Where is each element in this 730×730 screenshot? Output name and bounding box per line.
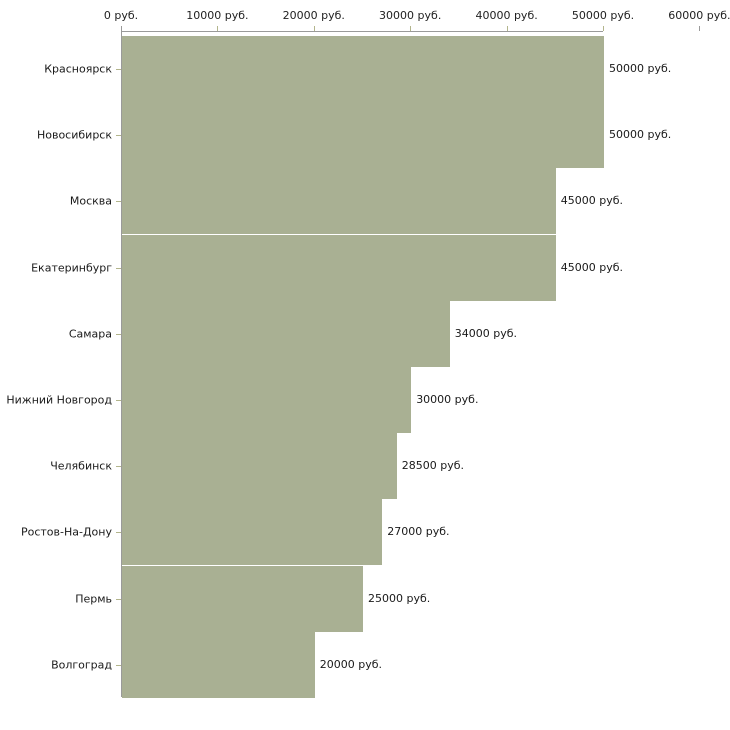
x-axis-tick-mark (410, 26, 411, 31)
y-axis-tick-mark (116, 201, 121, 202)
category-label: Москва (69, 194, 112, 208)
category-label: Челябинск (50, 459, 112, 473)
bar-row: Самара 34000 руб. (0, 300, 730, 367)
x-axis-tick-mark (217, 26, 218, 31)
bar-value-label: 30000 руб. (416, 393, 479, 406)
bar[interactable] (122, 300, 450, 367)
category-label: Екатеринбург (31, 261, 112, 275)
bar[interactable] (122, 499, 383, 566)
y-axis-tick-mark (116, 268, 121, 269)
y-axis-line (121, 31, 122, 697)
y-axis-tick-mark (116, 334, 121, 335)
category-label: Новосибирск (36, 128, 112, 142)
y-axis-tick-mark (116, 135, 121, 136)
category-label: Самара (68, 327, 112, 341)
bar[interactable] (122, 234, 556, 301)
bar-row: Екатеринбург 45000 руб. (0, 234, 730, 301)
x-axis-tick-mark (121, 26, 122, 31)
bar-row: Пермь 25000 руб. (0, 565, 730, 632)
category-label: Красноярск (44, 62, 112, 76)
x-axis-tick-label: 60000 руб. (668, 9, 730, 22)
bar-row: Красноярск 50000 руб. (0, 36, 730, 102)
category-label: Пермь (75, 592, 112, 606)
bar-row: Ростов-На-Дону 27000 руб. (0, 499, 730, 566)
x-axis-tick-mark (507, 26, 508, 31)
x-axis-tick-mark (699, 26, 700, 31)
bar-row: Нижний Новгород 30000 руб. (0, 367, 730, 433)
bar-value-label: 20000 руб. (319, 657, 383, 671)
bar[interactable] (122, 102, 604, 169)
x-axis-tick-mark (314, 26, 315, 31)
bar-value-label: 28500 руб. (401, 459, 464, 473)
x-axis-tick-mark (603, 26, 604, 31)
bar-value-label: 50000 руб. (609, 62, 672, 75)
x-axis: 0 руб. 10000 руб. 20000 руб. 30000 руб. 4000… (0, 0, 730, 32)
bar-value-label: 25000 руб. (368, 591, 431, 605)
bar-row: Новосибирск 50000 руб. (0, 102, 730, 169)
y-axis-tick-mark (116, 466, 121, 467)
bar[interactable] (122, 367, 412, 433)
x-axis-tick-label: 50000 руб. (571, 9, 635, 22)
bar[interactable] (122, 631, 315, 698)
y-axis-tick-mark (116, 400, 121, 401)
x-axis-tick-label: 30000 руб. (379, 9, 442, 22)
category-label: Ростов-На-Дону (20, 525, 112, 539)
category-label: Волгоград (51, 658, 112, 672)
y-axis-tick-mark (116, 69, 121, 70)
bar[interactable] (122, 36, 604, 102)
y-axis-tick-mark (116, 532, 121, 533)
bar-row: Челябинск 28500 руб. (0, 433, 730, 500)
bar-value-label: 27000 руб. (387, 525, 450, 539)
x-axis-line (121, 31, 603, 32)
x-axis-tick-label: 40000 руб. (475, 9, 538, 22)
y-axis-tick-mark (116, 599, 121, 600)
x-axis-tick-label: 10000 руб. (186, 9, 249, 22)
bar-row: Москва 45000 руб. (0, 168, 730, 235)
bar-value-label: 50000 руб. (609, 128, 672, 142)
bar[interactable] (122, 168, 556, 235)
bar-value-label: 34000 руб. (454, 326, 518, 340)
bar[interactable] (122, 565, 363, 632)
bar[interactable] (122, 433, 397, 500)
bar-row: Волгоград 20000 руб. (0, 631, 730, 698)
y-axis-tick-mark (116, 665, 121, 666)
category-label: Нижний Новгород (6, 393, 112, 407)
x-axis-tick-label: 20000 руб. (282, 9, 345, 22)
bar-value-label: 45000 руб. (560, 194, 624, 208)
bar-value-label: 45000 руб. (560, 260, 624, 274)
x-axis-tick-label: 0 руб. (103, 9, 139, 22)
